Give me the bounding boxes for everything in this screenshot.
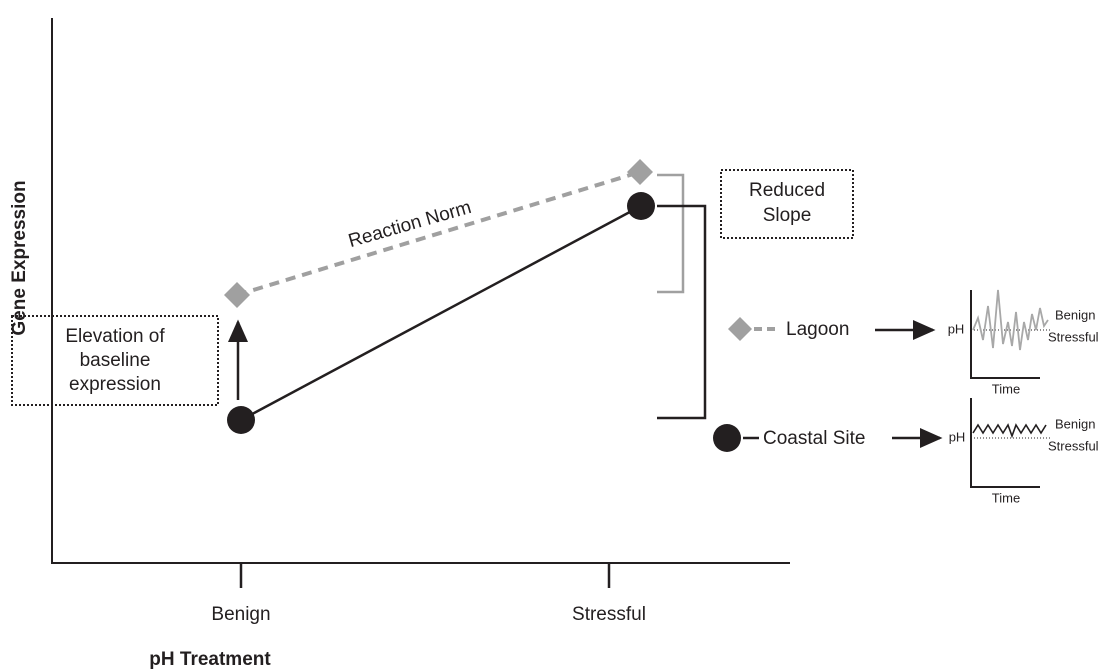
inset-y-label: pH — [948, 321, 965, 336]
lagoon-bracket — [657, 173, 685, 294]
reaction-norm-label: Reaction Norm — [346, 197, 474, 252]
elevation-text: expression — [69, 374, 161, 395]
inset-y-label: pH — [949, 429, 966, 444]
reduced-slope-text: Slope — [763, 205, 812, 226]
inset-x-label: Time — [992, 490, 1020, 505]
lagoon-point — [224, 282, 250, 308]
legend-label: Lagoon — [786, 319, 849, 340]
legend-label: Coastal Site — [763, 428, 865, 449]
reduced-slope-box — [720, 169, 854, 239]
y-axis-label: Gene Expression — [9, 180, 30, 335]
lagoon-norm — [236, 170, 641, 297]
ph-trace — [972, 423, 1047, 439]
inset-lower: Stressful — [1048, 438, 1099, 453]
reduced-slope-text: Reduced — [749, 180, 825, 201]
coastal-norm — [240, 204, 642, 422]
elevation-text: Elevation of — [65, 326, 165, 347]
lagoon-point — [627, 159, 653, 185]
legend-circle — [713, 424, 741, 452]
inset-lower: Stressful — [1048, 329, 1099, 344]
coastal-bracket — [657, 204, 707, 420]
inset-x-label: Time — [992, 381, 1020, 396]
inset-upper: Benign — [1055, 307, 1095, 322]
x-tick-label: Benign — [211, 604, 270, 625]
legend-diamond — [728, 317, 752, 341]
elevation-box — [11, 315, 219, 406]
x-axis-label: pH Treatment — [149, 649, 271, 670]
x-tick-label: Stressful — [572, 604, 646, 625]
ph-trace — [972, 289, 1049, 351]
inset-upper: Benign — [1055, 416, 1095, 431]
elevation-text: baseline — [80, 350, 151, 371]
coastal-point — [227, 406, 255, 434]
coastal-point — [627, 192, 655, 220]
